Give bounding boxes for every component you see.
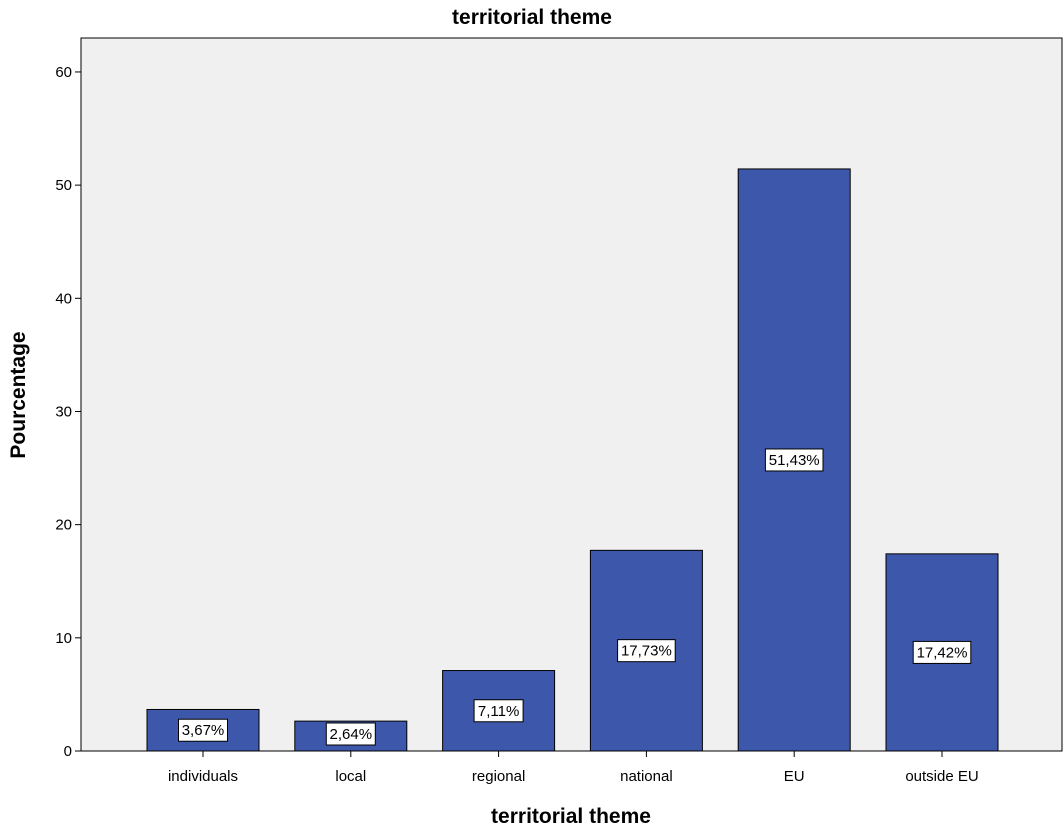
data-label-box (473, 699, 524, 723)
data-label: 2,64% (330, 726, 373, 743)
data-label: 7,11% (478, 703, 519, 720)
y-tick-label: 40 (55, 290, 72, 307)
x-tick-label: local (335, 768, 366, 785)
y-tick-label: 20 (55, 517, 72, 534)
x-axis-title: territorial theme (491, 805, 651, 828)
data-label: 3,67% (182, 722, 225, 739)
y-axis: 0 10 20 30 40 50 60 (55, 64, 81, 760)
y-tick-label: 0 (64, 743, 72, 760)
data-label: 17,42% (917, 644, 968, 661)
data-label-box (178, 718, 228, 742)
y-tick-label: 10 (55, 630, 72, 647)
x-tick-label: regional (472, 768, 525, 785)
x-tick-label: EU (784, 768, 805, 785)
y-axis-title: Pourcentage (7, 331, 30, 458)
data-label-box (325, 722, 376, 746)
x-axis: individuals local regional national EU outsid… (168, 751, 979, 785)
data-labels: 3,67% 2,64% 7,11% 17,73% 51,43% 17,42% (178, 448, 972, 746)
x-tick-label: individuals (168, 768, 238, 785)
data-label: 51,43% (769, 452, 820, 469)
x-tick-label: national (620, 768, 673, 785)
y-tick-label: 30 (55, 403, 72, 420)
y-tick-label: 60 (55, 64, 72, 81)
data-label: 17,73% (621, 643, 672, 660)
y-tick-label: 50 (55, 177, 72, 194)
data-label-box (617, 639, 676, 663)
data-label-box (764, 448, 824, 472)
chart-title: territorial theme (452, 6, 612, 29)
data-label-box (912, 640, 972, 664)
x-tick-label: outside EU (905, 768, 978, 785)
